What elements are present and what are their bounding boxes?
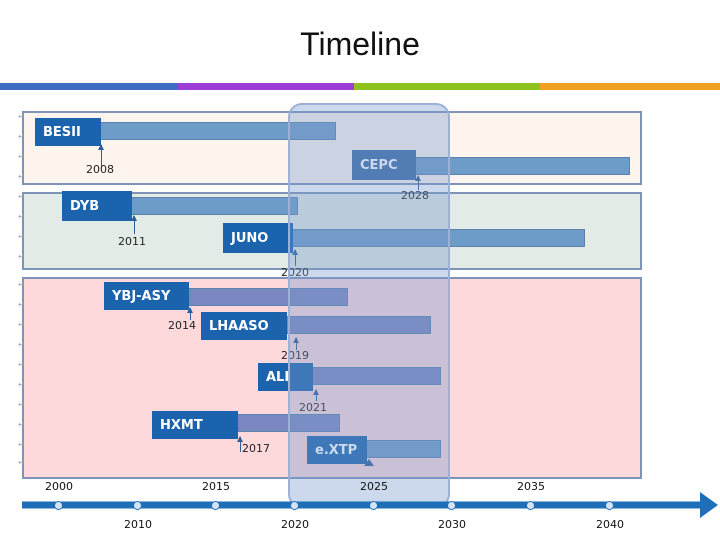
axis-tick-2015	[211, 501, 220, 510]
label-dyb: DYB	[62, 191, 132, 221]
axis-tick-2035	[526, 501, 535, 510]
axis-label-2020: 2020	[281, 518, 309, 531]
arrow-hxmt	[237, 436, 243, 452]
year-besii: 2008	[86, 163, 114, 176]
marker-extp	[364, 459, 374, 466]
label-ybj-asy: YBJ-ASY	[104, 282, 189, 310]
axis-tick-2025	[369, 501, 378, 510]
axis-label-2040: 2040	[596, 518, 624, 531]
year-ali: 2021	[299, 401, 327, 414]
axis-label-2035: 2035	[517, 480, 545, 493]
axis-label-2030: 2030	[438, 518, 466, 531]
label-juno: JUNO	[223, 223, 293, 253]
axis-tick-2020	[290, 501, 299, 510]
axis-tick-2010	[133, 501, 142, 510]
arrow-juno	[292, 249, 298, 266]
label-ali: ALI	[258, 363, 313, 391]
axis-tick-2000	[54, 501, 63, 510]
arrow-dyb	[131, 215, 137, 234]
header-stripe-green	[354, 83, 540, 90]
header-stripe-blue	[0, 83, 178, 90]
arrow-besii	[98, 144, 104, 167]
year-cepc: 2028	[401, 189, 429, 202]
label-extp: e.XTP	[307, 436, 367, 464]
label-besii: BESII	[35, 118, 101, 146]
axis-label-2015: 2015	[202, 480, 230, 493]
label-hxmt: HXMT	[152, 411, 238, 439]
arrow-ali	[313, 389, 319, 401]
highlight-window-2020-2025	[288, 103, 450, 508]
label-lhaaso: LHAASO	[201, 312, 287, 340]
axis-label-2000: 2000	[45, 480, 73, 493]
axis-tick-2040	[605, 501, 614, 510]
page-title: Timeline	[300, 26, 420, 62]
label-cepc: CEPC	[352, 150, 416, 180]
axis-label-2025: 2025	[360, 480, 388, 493]
year-ybj-asy: 2014	[168, 319, 196, 332]
axis-tick-2030	[447, 501, 456, 510]
year-hxmt: 2017	[242, 442, 270, 455]
header-stripe-purple	[178, 83, 354, 90]
header-stripe-orange	[540, 83, 720, 90]
year-dyb: 2011	[118, 235, 146, 248]
axis-label-2010: 2010	[124, 518, 152, 531]
arrow-cepc	[415, 175, 421, 190]
arrow-ybj-asy	[187, 307, 193, 320]
arrow-lhaaso	[293, 337, 299, 350]
